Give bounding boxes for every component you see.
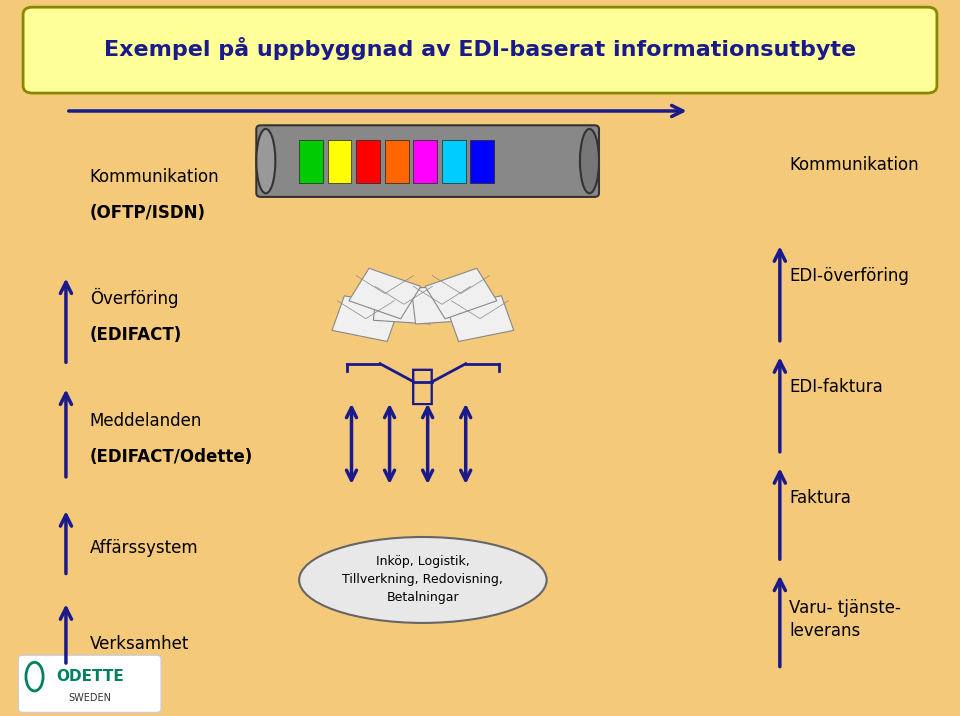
Text: (OFTP/ISDN): (OFTP/ISDN) [89,204,205,222]
FancyBboxPatch shape [356,140,380,183]
Text: Inköp, Logistik,
Tillverkning, Redovisning,
Betalningar: Inköp, Logistik, Tillverkning, Redovisni… [343,556,503,604]
FancyBboxPatch shape [412,284,472,324]
Text: (EDIFACT/Odette): (EDIFACT/Odette) [89,448,253,465]
Ellipse shape [580,129,599,193]
Text: (EDIFACT): (EDIFACT) [89,326,182,344]
Text: Affärssystem: Affärssystem [89,538,199,557]
FancyBboxPatch shape [256,125,599,197]
Text: Faktura: Faktura [789,488,852,507]
FancyBboxPatch shape [425,268,497,319]
Ellipse shape [256,129,276,193]
Text: Varu- tjänste-
leverans: Varu- tjänste- leverans [789,599,901,640]
Text: Kommunikation: Kommunikation [789,155,919,174]
FancyBboxPatch shape [373,284,434,324]
FancyBboxPatch shape [446,296,514,342]
Ellipse shape [300,537,546,623]
FancyBboxPatch shape [332,296,399,342]
FancyBboxPatch shape [18,655,161,712]
Text: ODETTE: ODETTE [56,669,124,684]
FancyBboxPatch shape [385,140,409,183]
FancyBboxPatch shape [300,140,323,183]
FancyBboxPatch shape [414,140,437,183]
FancyBboxPatch shape [23,7,937,93]
Text: Exempel på uppbyggnad av EDI-baserat informationsutbyte: Exempel på uppbyggnad av EDI-baserat inf… [104,37,856,60]
FancyBboxPatch shape [442,140,466,183]
FancyBboxPatch shape [327,140,351,183]
Text: Överföring: Överföring [89,288,179,308]
Text: ⌒: ⌒ [410,365,436,407]
Text: EDI-överföring: EDI-överföring [789,266,909,285]
FancyBboxPatch shape [348,268,420,319]
Text: Meddelanden: Meddelanden [89,412,203,430]
FancyBboxPatch shape [470,140,494,183]
Text: EDI-faktura: EDI-faktura [789,377,883,396]
Text: Kommunikation: Kommunikation [89,168,219,186]
Text: SWEDEN: SWEDEN [68,693,111,703]
Text: Verksamhet: Verksamhet [89,635,189,654]
